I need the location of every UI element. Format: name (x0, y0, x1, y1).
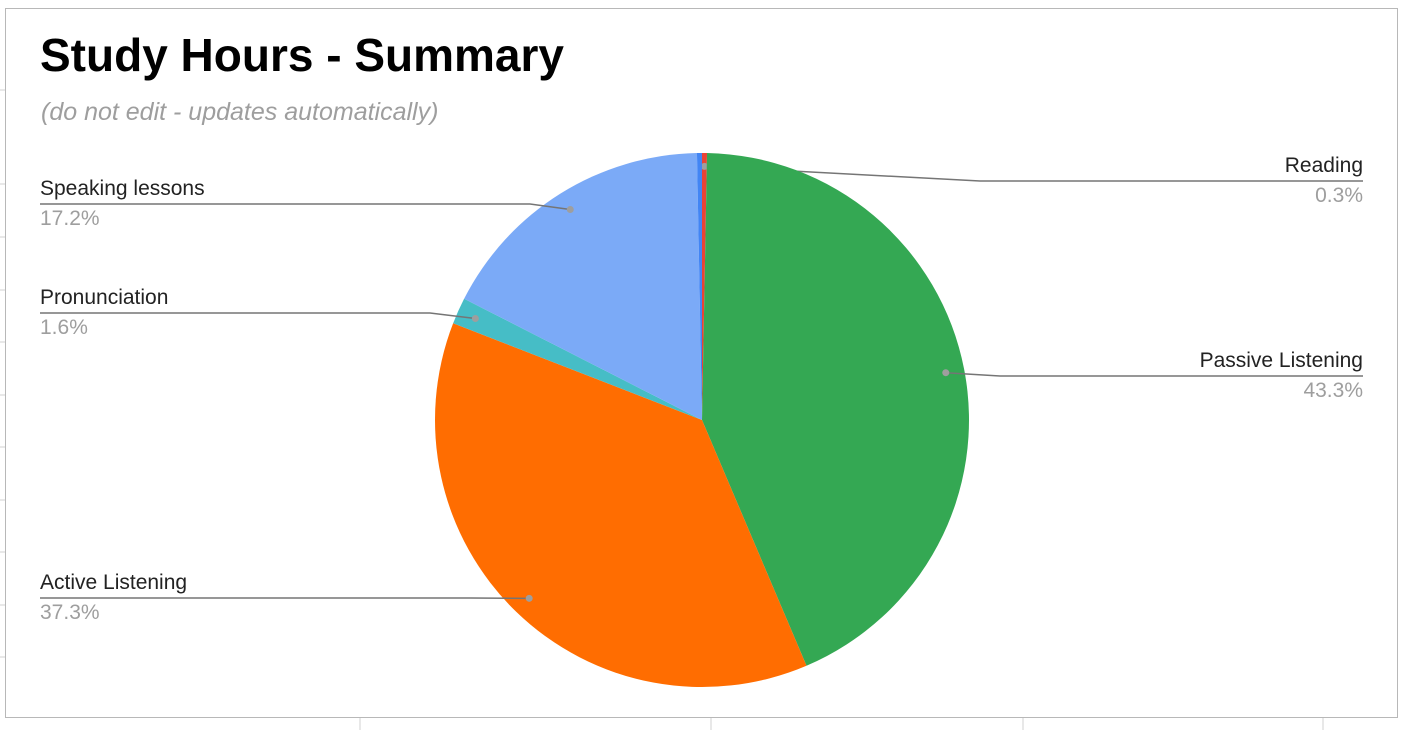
slice-percent-speaking-lessons: 17.2% (40, 207, 100, 230)
pie-slice-pronunciation[interactable] (453, 298, 702, 420)
chart-subtitle: (do not edit - updates automatically) (41, 98, 439, 126)
slice-percent-reading: 0.3% (1315, 184, 1363, 207)
slice-percent-passive-listening: 43.3% (1303, 379, 1363, 402)
pie-slice-unlabeled-5[interactable] (696, 153, 702, 420)
slice-percent-pronunciation: 1.6% (40, 316, 88, 339)
leader-line-passive-listening (945, 371, 1363, 377)
leader-line-pronunciation (40, 312, 476, 320)
leader-dot-speaking-lessons (566, 206, 574, 214)
slice-label-reading: Reading (1285, 154, 1363, 177)
slice-label-speaking-lessons: Speaking lessons (40, 177, 205, 200)
pie-slice-reading[interactable] (702, 153, 708, 420)
slice-label-pronunciation: Pronunciation (40, 286, 168, 309)
leader-dot-active-listening (525, 594, 533, 602)
leader-dot-pronunciation (471, 315, 479, 323)
slice-percent-active-listening: 37.3% (40, 601, 100, 624)
slice-label-active-listening: Active Listening (40, 571, 187, 594)
leader-line-speaking-lessons (40, 203, 571, 211)
pie-slice-passive-listening[interactable] (702, 153, 970, 666)
leader-dot-passive-listening (942, 369, 950, 377)
slice-label-passive-listening: Passive Listening (1200, 349, 1363, 372)
pie-slice-speaking-lessons[interactable] (464, 153, 702, 420)
chart-title: Study Hours - Summary (40, 29, 564, 81)
leader-dot-reading (700, 162, 708, 170)
